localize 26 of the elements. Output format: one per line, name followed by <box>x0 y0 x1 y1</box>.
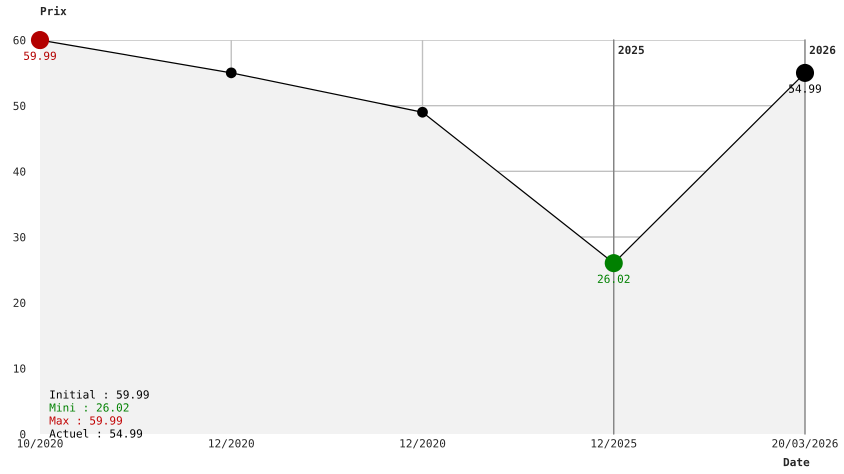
data-label: 26.02 <box>598 274 630 284</box>
y-tick-label: 30 <box>13 233 26 242</box>
annotation: Mini : 26.02 <box>50 403 129 412</box>
x-tick-label: 10/2020 <box>18 439 63 448</box>
y-tick-label: 40 <box>13 167 26 176</box>
data-label: 59.99 <box>24 52 56 60</box>
annotation: Initial : 59.99 <box>50 390 149 399</box>
ref-line-label: 2026 <box>810 46 836 54</box>
x-tick-label: 12/2025 <box>592 439 636 448</box>
x-tick-label: 20/03/2026 <box>772 439 838 448</box>
y-tick-label: 20 <box>14 298 26 308</box>
annotation: Actuel : 54.99 <box>49 429 142 438</box>
x-tick-label: 12/2020 <box>400 439 446 448</box>
ref-line-label: 2025 <box>618 46 644 54</box>
point <box>796 64 814 82</box>
y-tick-label: 0 <box>20 430 26 438</box>
x-tick-label: 12/2020 <box>209 439 254 448</box>
x-axis-title: Date <box>784 458 810 466</box>
data-label: 54.99 <box>789 84 821 93</box>
point <box>604 254 623 272</box>
annotation: Max : 59.99 <box>50 416 122 425</box>
point <box>30 31 50 50</box>
y-tick-label: 10 <box>14 364 26 373</box>
y-axis-title: Prix <box>40 6 66 16</box>
y-tick-label: 60 <box>13 36 26 44</box>
y-tick-label: 50 <box>14 102 26 110</box>
